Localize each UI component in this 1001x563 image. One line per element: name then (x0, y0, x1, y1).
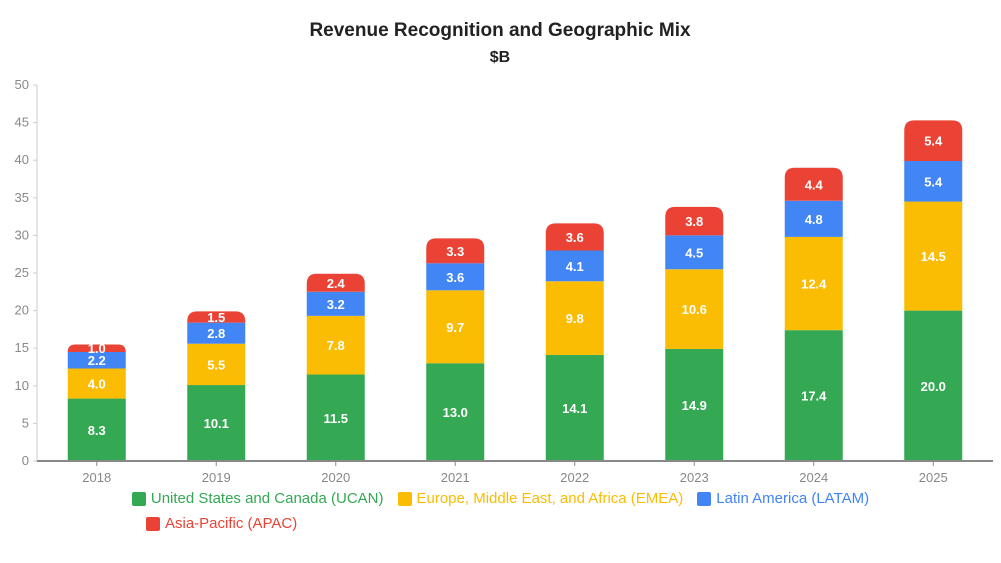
bar-segment (904, 120, 963, 161)
y-tick-label: 10 (15, 378, 29, 393)
bar-segment (306, 374, 365, 461)
x-tick-label: 2023 (680, 470, 709, 485)
data-label: 3.6 (446, 270, 464, 285)
x-tick-label: 2019 (202, 470, 231, 485)
bar-segment (665, 235, 724, 270)
data-label: 4.8 (805, 212, 823, 227)
y-tick-label: 45 (15, 115, 29, 130)
bar-segment (306, 273, 365, 292)
data-label: 11.5 (323, 411, 348, 426)
data-label: 5.5 (207, 357, 225, 372)
stacked-bar-chart: Revenue Recognition and Geographic Mix $… (15, 20, 993, 485)
data-label: 4.1 (566, 259, 584, 274)
legend-item[interactable]: United States and Canada (UCAN) (131, 490, 384, 507)
y-tick-label: 30 (15, 227, 29, 242)
bar-segment (665, 348, 724, 461)
bar-segment (306, 315, 365, 375)
y-tick-label: 5 (22, 415, 29, 430)
y-tick-label: 15 (15, 340, 29, 355)
legend-swatch (131, 491, 146, 506)
data-label: 5.4 (924, 134, 943, 149)
x-tick-label: 2020 (321, 470, 350, 485)
bar-segment (904, 201, 963, 311)
bar-segment (187, 343, 246, 386)
data-label: 5.4 (924, 174, 943, 189)
bar-segment (545, 223, 604, 251)
bar-segment (426, 290, 485, 364)
legend-item[interactable]: Europe, Middle East, and Africa (EMEA) (397, 490, 684, 507)
bar-segment (904, 160, 963, 202)
data-label: 3.3 (446, 244, 464, 259)
bar-segment (545, 281, 604, 355)
bar-segment (665, 269, 724, 349)
y-tick-label: 35 (15, 190, 29, 205)
data-label: 1.5 (207, 310, 225, 325)
bar-segment (67, 368, 126, 399)
x-tick-label: 2025 (919, 470, 948, 485)
x-tick-label: 2024 (799, 470, 828, 485)
data-label: 10.1 (204, 416, 229, 431)
bar-segment (187, 311, 246, 323)
data-label: 9.8 (566, 311, 584, 326)
bar-segment (187, 385, 246, 461)
data-label: 14.1 (562, 401, 587, 416)
bar-segment (306, 291, 365, 316)
bar-segment (784, 236, 843, 331)
x-tick-label: 2022 (560, 470, 589, 485)
data-label: 14.5 (921, 249, 946, 264)
chart-subtitle: $B (490, 49, 510, 66)
bar-segment (426, 363, 485, 461)
bar-segment (784, 200, 843, 237)
data-label: 4.4 (805, 177, 824, 192)
chart-title: Revenue Recognition and Geographic Mix (309, 20, 691, 41)
data-label: 14.9 (682, 398, 707, 413)
legend-swatch (146, 516, 160, 531)
bar-segment (67, 351, 126, 369)
bar-segment (545, 250, 604, 282)
legend-swatch (397, 491, 412, 506)
bar-segment (67, 398, 126, 461)
legend-label: Asia-Pacific (APAC) (165, 515, 298, 532)
data-label: 2.8 (207, 326, 225, 341)
y-tick-label: 50 (15, 77, 29, 92)
bar-segment (426, 238, 485, 264)
data-label: 3.2 (327, 297, 345, 312)
data-label: 13.0 (443, 405, 468, 420)
x-tick-label: 2021 (441, 470, 470, 485)
data-label: 2.2 (88, 353, 106, 368)
y-tick-label: 25 (15, 265, 29, 280)
legend-label: Europe, Middle East, and Africa (EMEA) (416, 490, 684, 507)
bar-segment (187, 322, 246, 344)
y-tick-label: 20 (15, 303, 29, 318)
data-label: 8.3 (88, 423, 106, 438)
legend-label: United States and Canada (UCAN) (150, 490, 384, 507)
data-label: 4.5 (685, 245, 703, 260)
y-tick-label: 40 (15, 152, 29, 167)
bar-segment (665, 206, 724, 236)
bar-segment (904, 310, 963, 461)
data-label: 20.0 (921, 379, 946, 394)
data-label: 2.4 (327, 276, 346, 291)
data-label: 12.4 (801, 277, 827, 292)
x-tick-label: 2018 (82, 470, 111, 485)
y-tick-label: 0 (22, 453, 29, 468)
legend: United States and Canada (UCAN) Europe, M… (0, 490, 1001, 540)
bar-segment (784, 330, 843, 461)
bar-segment (426, 263, 485, 291)
data-label: 1.0 (88, 341, 106, 356)
data-label: 3.8 (685, 214, 703, 229)
data-label: 3.6 (566, 230, 584, 245)
data-label: 9.7 (446, 320, 464, 335)
bar-segment (67, 344, 126, 352)
bar-segment (545, 354, 604, 461)
bar-segment (784, 167, 843, 201)
data-label: 4.0 (88, 377, 106, 392)
legend-swatch (697, 491, 712, 506)
legend-item[interactable]: Latin America (LATAM) (697, 490, 869, 507)
data-label: 7.8 (327, 338, 345, 353)
legend-label: Latin America (LATAM) (716, 490, 870, 507)
data-label: 17.4 (801, 389, 827, 404)
legend-item[interactable]: Asia-Pacific (APAC) (146, 515, 297, 532)
data-label: 10.6 (682, 302, 707, 317)
